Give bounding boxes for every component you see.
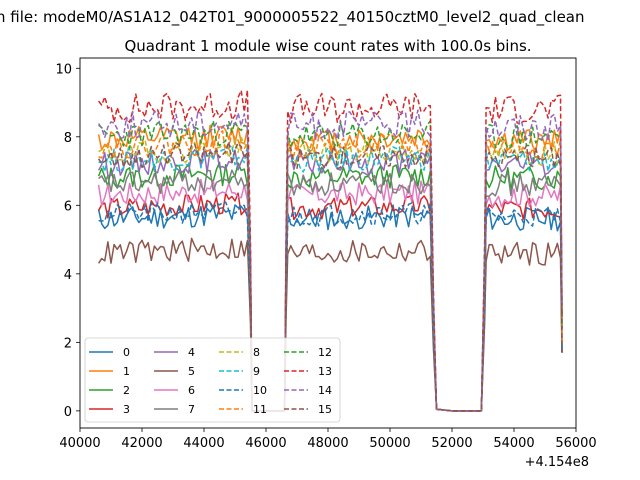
- y-tick-label: 2: [64, 336, 72, 351]
- legend-label-14: 14: [318, 384, 332, 397]
- x-tick-label: 44000: [183, 436, 224, 451]
- y-tick-label: 6: [64, 199, 72, 214]
- series-line-8: [98, 136, 563, 412]
- legend-label-8: 8: [253, 346, 260, 359]
- legend-label-4: 4: [188, 346, 195, 359]
- legend-label-1: 1: [123, 365, 130, 378]
- series-line-14: [97, 109, 563, 412]
- y-tick-label: 4: [64, 268, 72, 283]
- x-tick-label: 42000: [121, 436, 162, 451]
- series-line-13: [98, 89, 563, 412]
- y-tick-label: 0: [64, 405, 72, 420]
- legend-label-12: 12: [318, 346, 332, 359]
- series-line-12: [98, 120, 563, 412]
- x-axis: 40000 42000 44000 46000 48000 50000 52000 54000…: [59, 428, 597, 451]
- x-tick-label: 46000: [245, 436, 286, 451]
- legend-label-13: 13: [318, 365, 332, 378]
- x-tick-label: 56000: [555, 436, 596, 451]
- legend-label-15: 15: [318, 403, 332, 416]
- legend-label-5: 5: [188, 365, 195, 378]
- legend-label-7: 7: [188, 403, 195, 416]
- series-line-15: [97, 140, 563, 412]
- series-line-7: [98, 169, 563, 412]
- series-line-6: [97, 178, 563, 412]
- legend-label-6: 6: [188, 384, 195, 397]
- series-layer: [97, 89, 563, 412]
- y-tick-label: 10: [55, 62, 72, 77]
- legend-box: [84, 337, 341, 423]
- x-tick-label: 54000: [493, 436, 534, 451]
- series-line-2: [97, 161, 563, 412]
- chart-title: Quadrant 1 module wise count rates with …: [124, 37, 531, 55]
- legend-label-11: 11: [253, 403, 267, 416]
- x-tick-label: 50000: [369, 436, 410, 451]
- x-tick-label: 48000: [307, 436, 348, 451]
- y-tick-label: 8: [64, 131, 72, 146]
- series-line-10: [98, 201, 563, 412]
- y-axis: 0 2 4 6 8 10: [55, 62, 80, 420]
- figure-suptitle: n file: modeM0/AS1A12_042T01_9000005522_…: [0, 8, 585, 27]
- x-tick-label: 52000: [431, 436, 472, 451]
- series-line-5: [97, 237, 563, 412]
- x-tick-label: 40000: [59, 436, 100, 451]
- legend-label-2: 2: [123, 384, 130, 397]
- series-line-1: [97, 124, 563, 412]
- x-offset-label: +4.154e8: [525, 455, 589, 470]
- series-line-3: [97, 192, 563, 412]
- legend-label-0: 0: [123, 346, 130, 359]
- legend-label-9: 9: [253, 365, 260, 378]
- legend-label-10: 10: [253, 384, 267, 397]
- legend-label-3: 3: [123, 403, 130, 416]
